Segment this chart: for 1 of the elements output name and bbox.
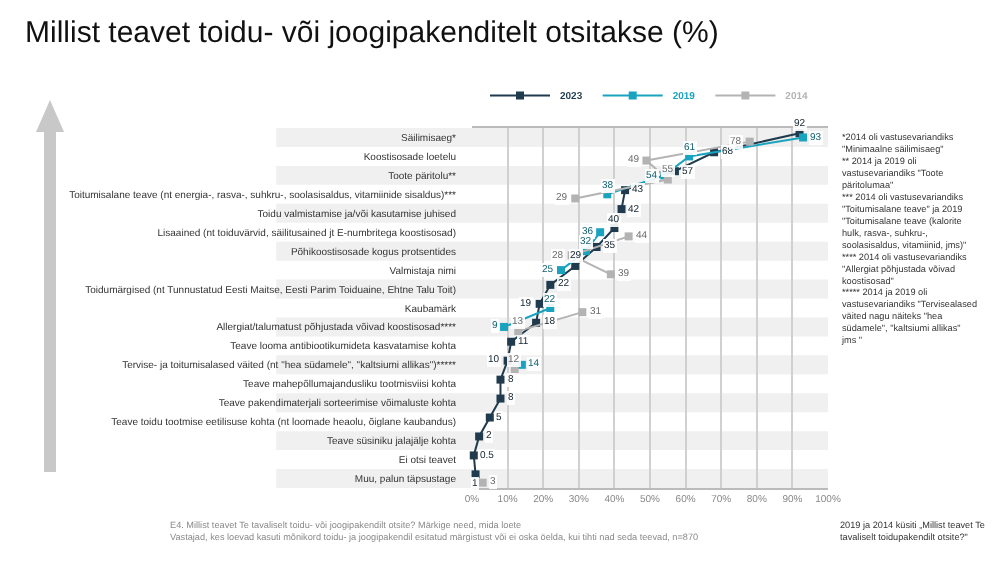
chart-title: Millist teavet toidu- või joogipakenditelt otsitakse (%) xyxy=(25,15,719,50)
